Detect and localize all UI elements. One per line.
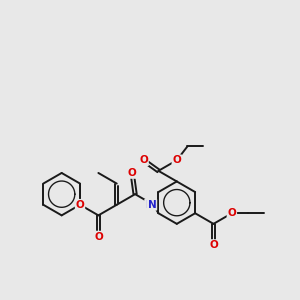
Text: O: O [227, 208, 236, 218]
Text: O: O [128, 168, 136, 178]
Text: O: O [139, 155, 148, 165]
Text: H: H [145, 200, 153, 210]
Text: O: O [209, 240, 218, 250]
Text: N: N [148, 200, 156, 210]
Text: O: O [94, 232, 103, 242]
Text: O: O [76, 200, 84, 210]
Text: O: O [172, 155, 181, 165]
